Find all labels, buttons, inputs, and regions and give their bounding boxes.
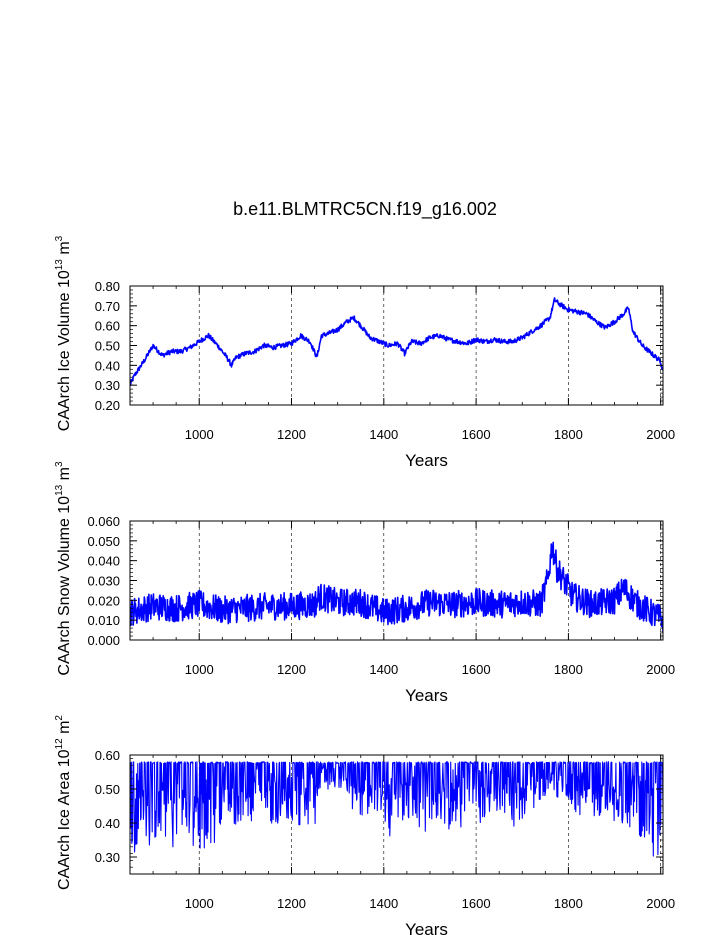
- y-axis-label-text: CAArch Ice Volume 10: [56, 270, 73, 431]
- y-axis-label-unit: m: [56, 467, 73, 485]
- x-tick-label: 1600: [462, 427, 491, 442]
- y-tick-label: 0.040: [87, 554, 120, 569]
- x-axis-label: Years: [405, 686, 448, 705]
- y-tick-label: 0.20: [95, 398, 120, 413]
- y-tick-label: 0.40: [95, 816, 120, 831]
- panel-3: 1000 1200 1400 1600 1800 2000 0.30 0.40 0.50 0.60…: [54, 715, 675, 935]
- y-tick-label: 0.30: [95, 378, 120, 393]
- x-axis-label: Years: [405, 920, 448, 935]
- x-tick-label: 1800: [554, 427, 583, 442]
- x-tick-label: 1400: [369, 662, 398, 677]
- y-axis-label: CAArch Ice Area 1012 m2: [54, 715, 73, 890]
- x-tick-label: 1000: [185, 896, 214, 911]
- y-tick-label: 0.000: [87, 633, 120, 648]
- y-axis-label-text: CAArch Ice Area 10: [56, 749, 73, 890]
- y-axis-label-unit: m: [56, 721, 73, 739]
- y-tick-label: 0.010: [87, 613, 120, 628]
- x-tick-label: 1600: [462, 662, 491, 677]
- x-tick-label: 1000: [185, 662, 214, 677]
- x-tick-label: 1200: [277, 896, 306, 911]
- y-axis-label: CAArch Ice Volume 1013 m3: [54, 235, 73, 431]
- panel-1: 1000 1200 1400 1600 1800 2000 0.20 0.30 0.40 0.50…: [54, 235, 675, 470]
- y-axis-label-unit-exponent: 2: [54, 715, 65, 721]
- y-axis-label-unit-exponent: 3: [54, 235, 65, 241]
- series-line-3: [130, 761, 663, 857]
- x-tick-label: 1400: [369, 896, 398, 911]
- plot-frame: [129, 754, 664, 875]
- x-tick-label: 1800: [554, 662, 583, 677]
- y-tick-label: 0.50: [95, 782, 120, 797]
- x-tick-label: 1400: [369, 427, 398, 442]
- y-tick-label: 0.30: [95, 850, 120, 865]
- y-tick-label: 0.060: [87, 514, 120, 529]
- series-line-1: [130, 297, 663, 386]
- y-tick-label: 0.60: [95, 748, 120, 763]
- y-tick-label: 0.70: [95, 299, 120, 314]
- y-tick-label: 0.050: [87, 534, 120, 549]
- x-axis-label: Years: [405, 451, 448, 470]
- y-axis-label: CAArch Snow Volume 1013 m3: [54, 461, 73, 676]
- y-tick-label: 0.030: [87, 574, 120, 589]
- y-axis-label-exponent: 12: [54, 738, 65, 750]
- x-tick-label: 2000: [646, 896, 675, 911]
- y-axis-label-exponent: 13: [54, 259, 65, 271]
- chart-title: b.e11.BLMTRC5CN.f19_g16.002: [233, 199, 497, 220]
- x-tick-label: 2000: [646, 427, 675, 442]
- y-axis-label-unit: m: [56, 241, 73, 259]
- x-tick-label: 1800: [554, 896, 583, 911]
- series-line-2: [130, 541, 663, 633]
- x-tick-label: 1200: [277, 427, 306, 442]
- y-tick-label: 0.80: [95, 279, 120, 294]
- panel-2: 1000 1200 1400 1600 1800 2000 0.000 0.010 0.020 0…: [54, 461, 675, 705]
- y-tick-label: 0.60: [95, 319, 120, 334]
- y-tick-label: 0.50: [95, 339, 120, 354]
- y-axis-label-exponent: 13: [54, 484, 65, 496]
- y-axis-label-unit-exponent: 3: [54, 461, 65, 467]
- x-tick-label: 1600: [462, 896, 491, 911]
- x-tick-label: 1200: [277, 662, 306, 677]
- y-tick-label: 0.020: [87, 593, 120, 608]
- x-tick-label: 1000: [185, 427, 214, 442]
- y-tick-label: 0.40: [95, 358, 120, 373]
- y-axis-label-text: CAArch Snow Volume 10: [56, 496, 73, 676]
- x-tick-label: 2000: [646, 662, 675, 677]
